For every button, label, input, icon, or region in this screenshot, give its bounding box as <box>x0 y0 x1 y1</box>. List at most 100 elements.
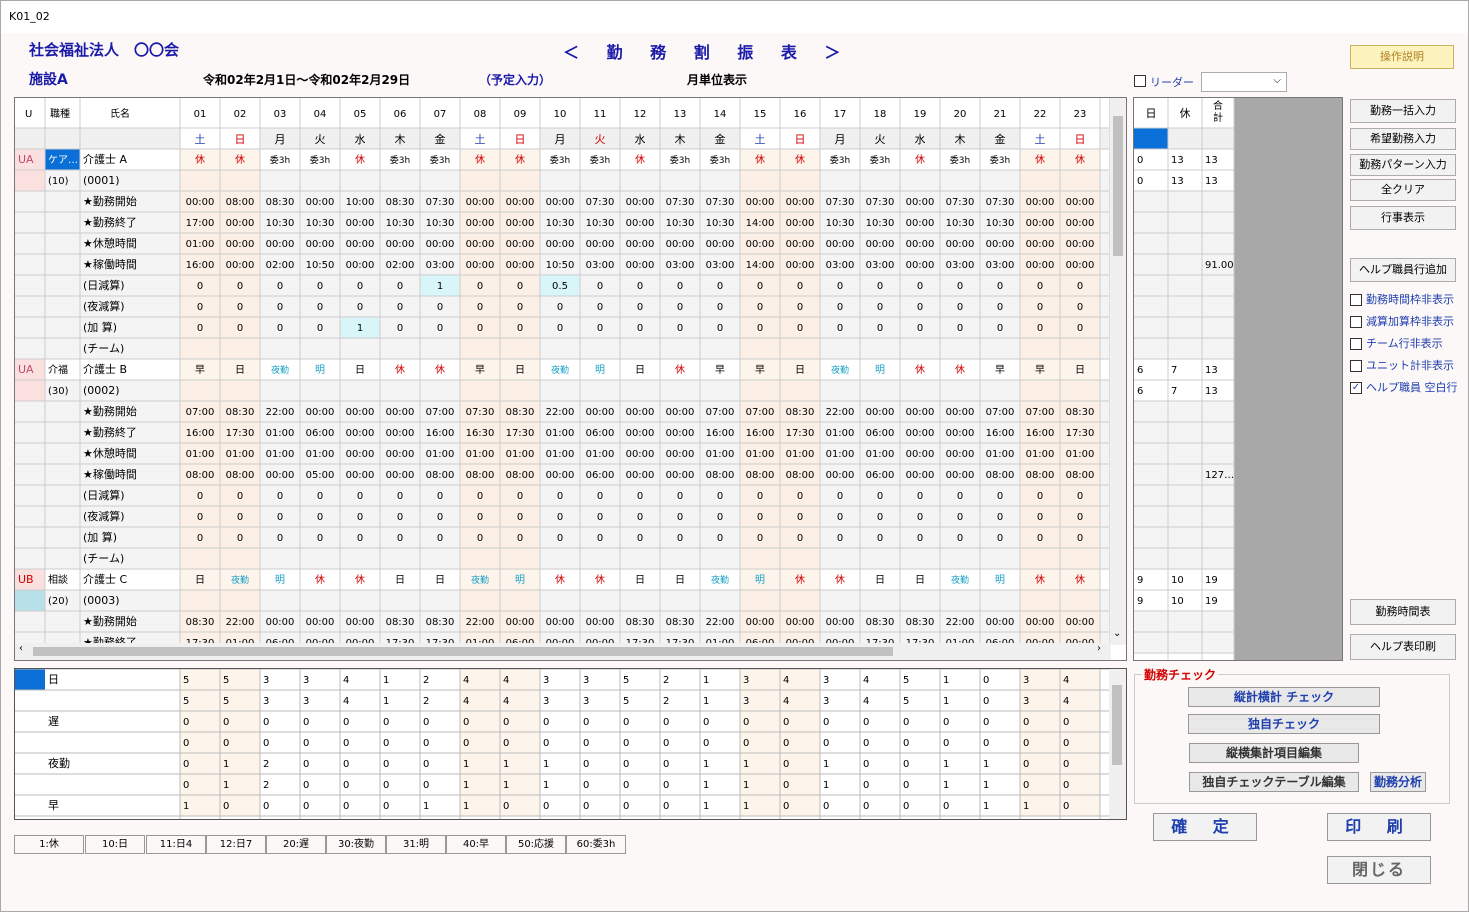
schedule-cell: 00:00 <box>586 617 615 628</box>
count-label: 早 <box>48 799 59 812</box>
count-scroll-thumb[interactable] <box>1112 685 1122 765</box>
count-cell: 3 <box>583 696 589 707</box>
schedule-cell: 0 <box>917 323 923 334</box>
help-button[interactable]: 操作説明 <box>1350 45 1454 69</box>
schedule-cell: 0 <box>917 491 923 502</box>
option-3[interactable]: チーム行非表示 <box>1350 335 1443 351</box>
analysis-button[interactable]: 勤務分析 <box>1370 772 1426 792</box>
day-header: 08 <box>474 109 487 120</box>
count-cell: 1 <box>543 780 549 791</box>
schedule-cell: 16:00 <box>746 428 775 439</box>
schedule-cell: 17:30 <box>626 638 655 645</box>
schedule-cell: 00:00 <box>586 638 615 645</box>
print-button[interactable]: 印 刷 <box>1327 813 1431 841</box>
schedule-cell: 委3h <box>710 154 730 166</box>
schedule-cell: 休 <box>955 364 965 376</box>
weekday-header: 金 <box>435 132 446 146</box>
option-checkbox[interactable] <box>1350 316 1362 328</box>
schedule-cell: 休 <box>1075 574 1085 586</box>
events-button[interactable]: 行事表示 <box>1350 206 1456 230</box>
count-cell: 0 <box>423 738 429 749</box>
option-checkbox[interactable] <box>1350 338 1362 350</box>
name-cell: ★休憩時間 <box>83 446 137 460</box>
edit-table-button[interactable]: 独自チェックテーブル編集 <box>1189 772 1359 792</box>
schedule-cell: 0 <box>397 302 403 313</box>
schedule-cell: 07:30 <box>586 197 615 208</box>
hscroll-thumb[interactable] <box>33 647 893 656</box>
schedule-cell: 明 <box>315 364 325 376</box>
option-2[interactable]: 減算加算枠非表示 <box>1350 313 1454 329</box>
schedule-cell: 0 <box>677 491 683 502</box>
schedule-cell: 01:00 <box>946 638 975 645</box>
count-cell: 0 <box>623 801 629 812</box>
day-header: 12 <box>634 109 647 120</box>
schedule-cell: 08:30 <box>1066 407 1095 418</box>
schedule-cell: 00:00 <box>666 428 695 439</box>
sum-cell: 6 <box>1137 365 1143 376</box>
option-checkbox[interactable]: ✓ <box>1350 382 1362 394</box>
schedule-cell: 0 <box>277 302 283 313</box>
schedule-cell: 日 <box>235 365 245 376</box>
count-cell: 4 <box>783 696 789 707</box>
schedule-grid[interactable]: U 職種 氏名 01 土 02 日 03 月 04 火 05 水 06 木 07 金 08 土 09 日 10 月 11 火 12… <box>14 97 1127 661</box>
vertical-scrollbar[interactable]: ⌄ <box>1109 98 1126 645</box>
schedule-cell: 14:00 <box>746 260 775 271</box>
schedule-cell: 0 <box>837 323 843 334</box>
horizontal-scrollbar[interactable]: ‹ › <box>15 643 1111 660</box>
count-cell: 0 <box>903 780 909 791</box>
schedule-cell: 0 <box>197 533 203 544</box>
option-checkbox[interactable] <box>1350 360 1362 372</box>
vertical-check-button[interactable]: 縦計横計 チェック <box>1188 687 1380 707</box>
confirm-button[interactable]: 確 定 <box>1153 813 1257 841</box>
add-help-staff-button[interactable]: ヘルプ職員行追加 <box>1350 258 1456 282</box>
schedule-cell: 08:00 <box>746 470 775 481</box>
schedule-cell: 17:30 <box>386 638 415 645</box>
scroll-left-icon[interactable]: ‹ <box>19 643 23 654</box>
scroll-thumb[interactable] <box>1113 116 1123 256</box>
org-name: 社会福祉法人 〇〇会 <box>29 41 180 59</box>
schedule-cell: 0 <box>797 323 803 334</box>
help-print-button[interactable]: ヘルプ表印刷 <box>1350 634 1456 660</box>
name-cell: ★勤務終了 <box>83 215 137 229</box>
schedule-cell: 0 <box>917 512 923 523</box>
schedule-cell: 0 <box>1077 533 1083 544</box>
leader-select[interactable]: ⌵ <box>1201 72 1287 92</box>
schedule-cell: 日 <box>875 575 885 586</box>
schedule-cell: 0 <box>397 533 403 544</box>
schedule-cell: 01:00 <box>466 638 495 645</box>
option-checkbox[interactable] <box>1350 294 1362 306</box>
count-vertical-scrollbar[interactable] <box>1109 669 1126 819</box>
schedule-cell: 08:30 <box>786 407 815 418</box>
close-button[interactable]: 閉じる <box>1327 856 1431 884</box>
day-header: 17 <box>834 109 847 120</box>
own-check-button[interactable]: 独自チェック <box>1188 714 1380 734</box>
legend-item: 10:日 <box>85 835 145 854</box>
schedule-cell: 00:00 <box>506 239 535 250</box>
schedule-cell: 休 <box>1075 154 1085 166</box>
edit-items-button[interactable]: 縦横集計項目編集 <box>1189 743 1359 763</box>
schedule-cell: 01:00 <box>266 449 295 460</box>
clear-all-button[interactable]: 全クリア <box>1350 179 1456 201</box>
schedule-cell: 0 <box>597 533 603 544</box>
weekday-header: 火 <box>875 133 886 146</box>
schedule-cell: 00:00 <box>346 218 375 229</box>
schedule-cell: 日 <box>1075 365 1085 376</box>
hours-table-button[interactable]: 勤務時間表 <box>1350 599 1456 625</box>
count-label: 夜勤 <box>48 756 70 770</box>
schedule-cell: 00:00 <box>906 470 935 481</box>
option-5[interactable]: ✓ ヘルプ職員 空白行 <box>1350 379 1458 395</box>
bulk-input-button[interactable]: 勤務一括入力 <box>1350 99 1456 123</box>
leader-checkbox[interactable] <box>1134 74 1146 87</box>
schedule-cell: 0 <box>477 302 483 313</box>
count-grid-canvas: 日 5 5 3 3 4 1 2 4 4 3 3 5 2 1 3 4 3 4 5 1 0 3 4 5 5 3 3 4 1 2 4 4 3 3 5 2 1 3 4… <box>15 669 1111 819</box>
sum-cell: 6 <box>1137 386 1143 397</box>
name-cell: (0001) <box>83 174 120 187</box>
option-1[interactable]: 勤務時間枠非表示 <box>1350 291 1454 307</box>
count-cell: 0 <box>743 738 749 749</box>
scroll-right-icon[interactable]: › <box>1097 643 1101 654</box>
wish-input-button[interactable]: 希望勤務入力 <box>1350 128 1456 150</box>
schedule-cell: 08:30 <box>226 407 255 418</box>
option-4[interactable]: ユニット計非表示 <box>1350 357 1454 373</box>
pattern-input-button[interactable]: 勤務パターン入力 <box>1350 154 1456 176</box>
scroll-down-icon[interactable]: ⌄ <box>1113 628 1122 639</box>
